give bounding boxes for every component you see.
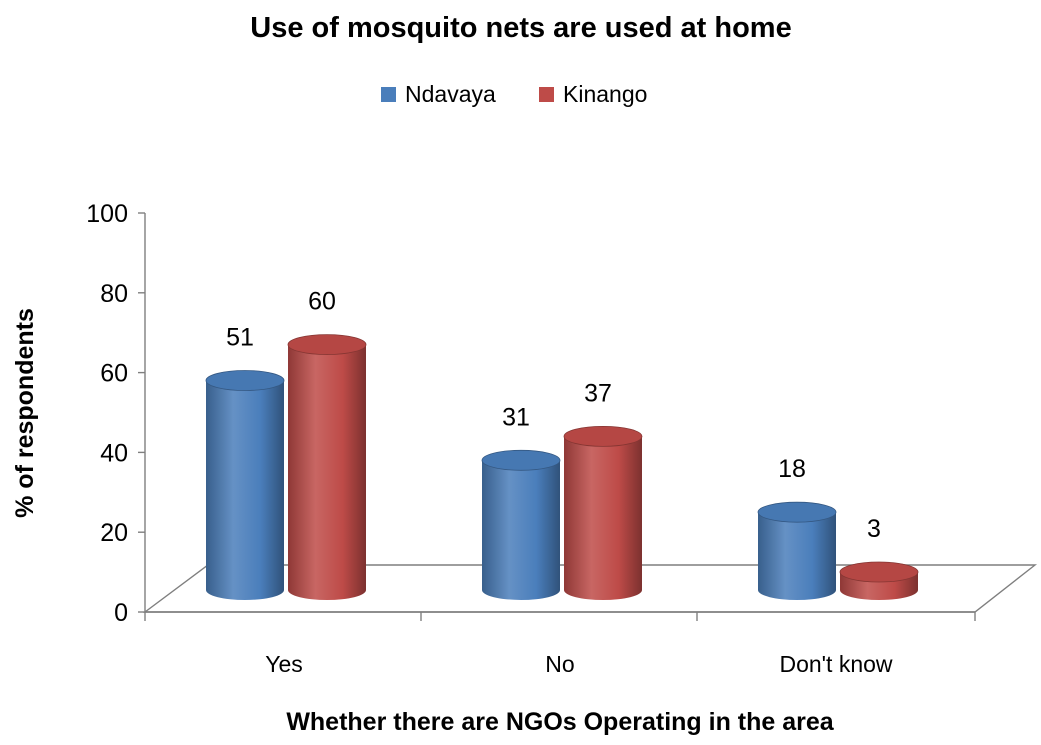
legend-label-kinango: Kinango [563, 81, 647, 107]
bar-ndavaya-don-t-know [757, 501, 837, 600]
x-tick-label-don-t-know: Don't know [779, 651, 892, 677]
bar-body [564, 436, 642, 600]
bar-body [758, 512, 836, 600]
x-axis-title: Whether there are NGOs Operating in the … [286, 708, 834, 736]
bar-top [287, 334, 367, 356]
data-label-kinango-no: 37 [584, 379, 612, 407]
bar-top [481, 449, 561, 471]
bar-kinango-don-t-know [839, 561, 919, 600]
y-tick-label: 60 [100, 360, 128, 388]
x-tick-label-no: No [545, 651, 574, 677]
data-labels: 51 60 31 37 18 3 [226, 288, 881, 543]
y-tick-label: 40 [100, 439, 128, 467]
bar-body [840, 572, 918, 600]
bar-body [482, 460, 560, 600]
y-axis: 0 20 40 60 80 100 [86, 200, 146, 627]
y-tick-label: 0 [114, 599, 128, 627]
chart-title: Use of mosquito nets are used at home [250, 12, 791, 44]
bar-ndavaya-yes [205, 370, 285, 600]
y-tick-label: 20 [100, 519, 128, 547]
legend-swatch-ndavaya [381, 87, 396, 102]
legend-swatch-kinango [539, 87, 554, 102]
y-axis-title: % of respondents [11, 308, 39, 518]
data-label-ndavaya-no: 31 [502, 403, 530, 431]
bar-top [839, 561, 919, 583]
bar-ndavaya-no [481, 449, 561, 600]
x-tick-label-yes: Yes [265, 651, 303, 677]
bar-top [757, 501, 837, 523]
bar-top [563, 425, 643, 447]
bar-kinango-yes [287, 334, 367, 600]
legend: Ndavaya Kinango [381, 81, 647, 107]
data-label-ndavaya-yes: 51 [226, 324, 254, 352]
bar-body [288, 344, 366, 600]
y-tick-label: 100 [86, 200, 128, 228]
bars [205, 334, 919, 600]
data-label-kinango-don-t-know: 3 [867, 515, 881, 543]
bar-body [206, 380, 284, 600]
y-tick-label: 80 [100, 280, 128, 308]
bar-kinango-no [563, 425, 643, 600]
bar-top [205, 370, 285, 391]
data-label-ndavaya-don-t-know: 18 [778, 455, 806, 483]
legend-label-ndavaya: Ndavaya [405, 81, 496, 107]
x-axis: Yes No Don't know [144, 611, 976, 677]
data-label-kinango-yes: 60 [308, 288, 336, 316]
